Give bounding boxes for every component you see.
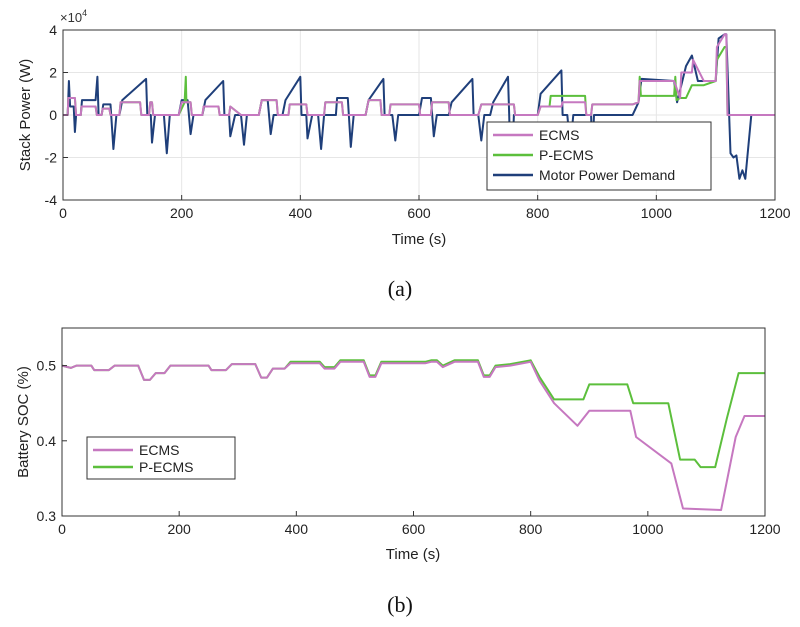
chart-a-series-motor-power-demand: [63, 33, 775, 191]
chart-b-xlabel: Time (s): [386, 546, 440, 563]
chart-a-stack-power: 0 200 400 600 800 1000 1200 -4 -2 0 2 4 ×104 Time …: [17, 8, 791, 301]
chart-a-x-tick-label: 0: [59, 205, 67, 221]
chart-b-series-ecms: [61, 360, 765, 511]
chart-a-caption: (a): [388, 276, 412, 301]
chart-b-battery-soc: 0 200 400 600 800 1000 1200 0.3 0.4 0.5 Time (s)…: [15, 327, 781, 617]
chart-b-caption: (b): [387, 592, 413, 617]
chart-b-legend-label: ECMS: [139, 442, 179, 458]
chart-a-legend-label: ECMS: [539, 127, 579, 143]
chart-a-y-tick-label: 2: [49, 65, 57, 81]
chart-b-x-tick-label: 200: [167, 521, 191, 537]
chart-a-x-tick-label: 800: [526, 205, 550, 221]
chart-a-legend-label: P-ECMS: [539, 147, 593, 163]
chart-b-y-tick-label: 0.4: [37, 433, 57, 449]
chart-b-x-tick-label: 0: [58, 521, 66, 537]
chart-a-legend-label: Motor Power Demand: [539, 167, 675, 183]
chart-a-exponent-power: 4: [82, 8, 87, 18]
chart-a-exponent-label: ×104: [60, 8, 87, 25]
chart-b-legend-box: [86, 436, 236, 480]
chart-b-plot-area: [62, 328, 765, 516]
chart-a-xlabel: Time (s): [392, 231, 446, 248]
chart-b-x-tick-label: 800: [519, 521, 543, 537]
chart-a-x-tick-label: 400: [289, 205, 313, 221]
chart-b-x-tick-label: 1200: [749, 521, 780, 537]
chart-a-y-tick-label: -4: [45, 192, 58, 208]
chart-b-x-tick-label: 600: [402, 521, 426, 537]
chart-a-x-tick-label: 1200: [759, 205, 790, 221]
chart-a-y-ticks: -4 -2 0 2 4: [45, 22, 68, 208]
chart-b-legend-label: P-ECMS: [139, 459, 193, 475]
chart-a-y-tick-label: 0: [49, 107, 57, 123]
chart-a-x-ticks: 0 200 400 600 800 1000 1200: [59, 195, 791, 221]
chart-b-y-tick-label: 0.5: [37, 358, 57, 374]
chart-a-y-tick-label: 4: [49, 22, 57, 38]
chart-a-x-tick-label: 600: [407, 205, 431, 221]
chart-b-x-ticks: 0 200 400 600 800 1000 1200: [58, 511, 781, 537]
chart-b-x-tick-label: 1000: [632, 521, 663, 537]
chart-a-legend: ECMS P-ECMS Motor Power Demand: [486, 121, 712, 191]
chart-b-series: [61, 359, 765, 511]
chart-b-y-tick-label: 0.3: [37, 508, 57, 524]
chart-a-x-tick-label: 200: [170, 205, 194, 221]
chart-a-series: [63, 33, 775, 191]
chart-a-x-tick-label: 1000: [641, 205, 672, 221]
chart-a-ylabel: Stack Power (W): [17, 59, 34, 172]
chart-a-series-ecms: [63, 33, 775, 116]
chart-a-y-tick-label: -2: [45, 150, 58, 166]
chart-b-ylabel: Battery SOC (%): [15, 366, 32, 478]
chart-b-y-ticks: 0.3 0.4 0.5: [37, 358, 67, 524]
chart-b-x-tick-label: 400: [285, 521, 309, 537]
